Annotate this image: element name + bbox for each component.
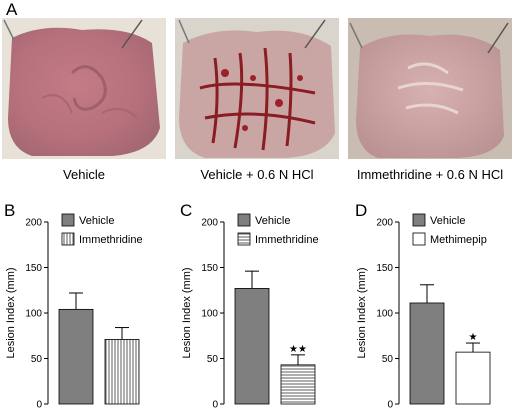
legend-label-c-0: Vehicle xyxy=(255,215,290,227)
y-tick-label-b-0: 0 xyxy=(36,400,42,411)
y-axis-title-b: Lesion Index (mm) xyxy=(5,267,17,358)
y-tick-label-d-1: 50 xyxy=(382,354,394,365)
y-tick-label-d-4: 200 xyxy=(376,218,393,229)
y-tick-label-d-0: 0 xyxy=(387,400,393,411)
y-tick-label-b-4: 200 xyxy=(25,218,42,229)
y-tick-label-b-1: 50 xyxy=(31,354,43,365)
caption-immethridine-hcl: Immethridine + 0.6 N HCl xyxy=(356,167,504,182)
y-tick-label-b-2: 100 xyxy=(25,309,42,320)
significance-mark-d-1: ★ xyxy=(469,332,478,343)
legend-label-d-0: Vehicle xyxy=(430,215,465,227)
y-tick-label-c-0: 0 xyxy=(212,400,218,411)
panel-label-d: D xyxy=(355,201,367,220)
legend-label-b-0: Vehicle xyxy=(79,215,114,227)
bar-d-0 xyxy=(409,302,445,405)
y-tick-label-b-3: 150 xyxy=(25,263,42,274)
panel-label-a: A xyxy=(6,0,18,19)
legend-swatch-c-0 xyxy=(237,213,251,227)
photo-immethridine-hcl xyxy=(348,18,512,159)
bar-d-1 xyxy=(455,351,491,405)
chart-b: B Lesion Index (mm) 0 50 100 150 200 Vehicle Imm… xyxy=(0,201,175,411)
chart-c-svg: C Lesion Index (mm) 0 50 100 150 200 Vehicle ★★ I… xyxy=(180,201,319,411)
panel-label-b: B xyxy=(4,201,15,220)
legend-label-c-1: Immethridine xyxy=(255,234,319,246)
chart-d: D Lesion Index (mm) 0 50 100 150 200 Vehicle ★ Me… xyxy=(351,201,526,411)
caption-vehicle-hcl: Vehicle + 0.6 N HCl xyxy=(200,167,314,182)
legend-label-b-1: Immethridine xyxy=(79,234,143,246)
y-tick-label-d-3: 150 xyxy=(376,263,393,274)
y-tick-label-c-4: 200 xyxy=(201,218,218,229)
significance-mark-c-1: ★★ xyxy=(289,344,307,355)
legend-label-d-1: Methimepip xyxy=(430,234,487,246)
bar-c-0 xyxy=(234,288,270,405)
legend-swatch-c-1 xyxy=(237,232,251,246)
chart-d-svg: D Lesion Index (mm) 0 50 100 150 200 Vehicle ★ Me… xyxy=(355,201,491,411)
photo-vehicle xyxy=(2,18,166,159)
legend-swatch-b-1 xyxy=(61,232,75,246)
panel-label-c: C xyxy=(180,201,192,220)
bar-c-1 xyxy=(280,364,316,405)
y-tick-label-c-2: 100 xyxy=(201,309,218,320)
bar-b-1 xyxy=(104,338,140,405)
y-tick-label-c-3: 150 xyxy=(201,263,218,274)
legend-swatch-b-0 xyxy=(61,213,75,227)
y-axis-title-d: Lesion Index (mm) xyxy=(356,267,368,358)
bar-b-0 xyxy=(58,308,94,405)
photo-vehicle-hcl xyxy=(175,18,339,159)
y-tick-label-c-1: 50 xyxy=(207,354,219,365)
caption-vehicle: Vehicle xyxy=(63,167,105,182)
chart-c: C Lesion Index (mm) 0 50 100 150 200 Vehicle ★★ I… xyxy=(176,201,351,411)
legend-swatch-d-0 xyxy=(412,213,426,227)
chart-b-svg: B Lesion Index (mm) 0 50 100 150 200 Vehicle Imm… xyxy=(4,201,143,411)
legend-swatch-d-1 xyxy=(412,232,426,246)
y-tick-label-d-2: 100 xyxy=(376,309,393,320)
y-axis-title-c: Lesion Index (mm) xyxy=(181,267,193,358)
